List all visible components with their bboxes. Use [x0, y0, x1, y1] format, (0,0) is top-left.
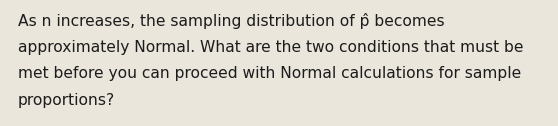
- Text: As n increases, the sampling distribution of p̂ becomes: As n increases, the sampling distributio…: [18, 13, 445, 29]
- Text: approximately Normal. What are the two conditions that must be: approximately Normal. What are the two c…: [18, 39, 523, 55]
- Text: met before you can proceed with Normal calculations for sample: met before you can proceed with Normal c…: [18, 66, 521, 81]
- Text: proportions?: proportions?: [18, 92, 116, 107]
